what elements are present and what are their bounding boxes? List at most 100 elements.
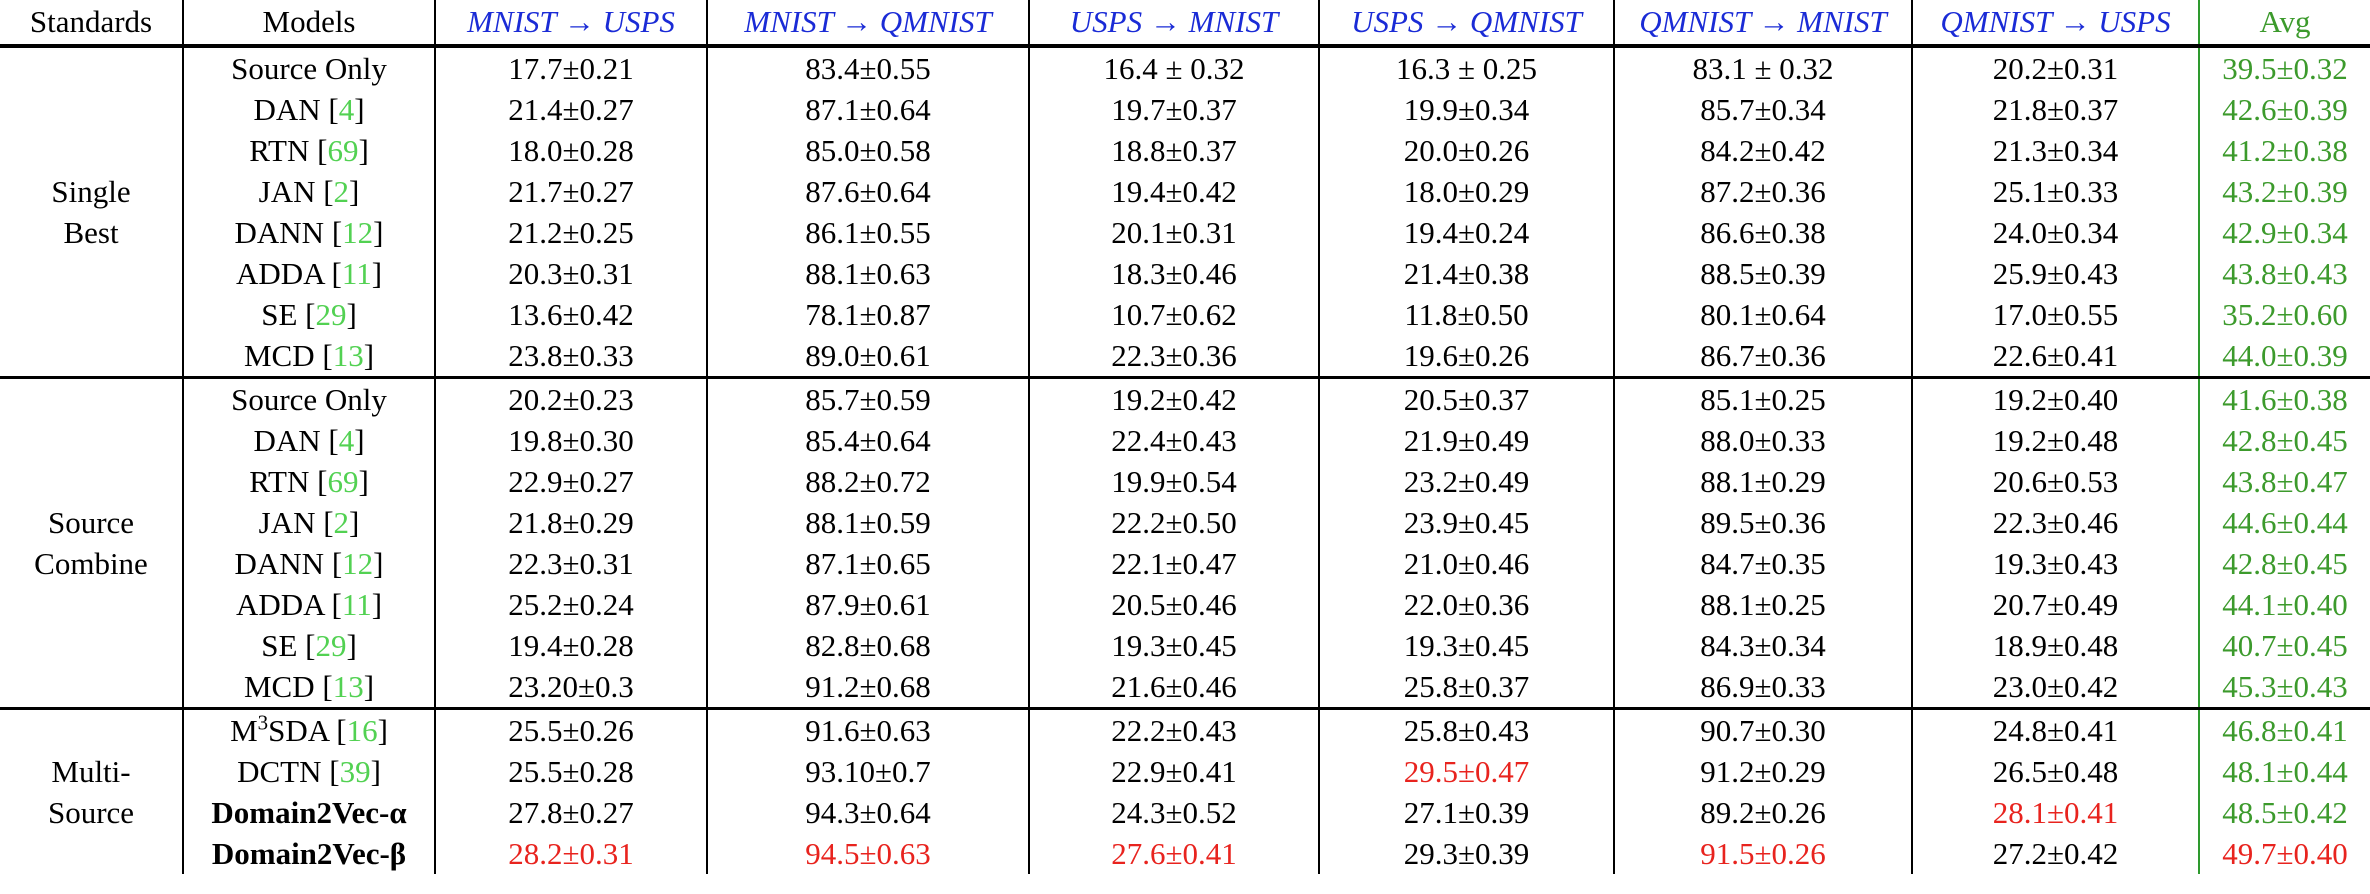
result-cell: 18.3±0.46 — [1028, 253, 1319, 294]
model-name: M3SDA [16] — [182, 708, 435, 751]
result-cell: 27.1±0.39 — [1318, 792, 1614, 833]
model-label: DANN — [234, 546, 325, 581]
header-row: Standards Models MNIST → USPS MNIST → QM… — [0, 0, 2370, 46]
avg-cell: 42.9±0.34 — [2198, 212, 2370, 253]
citation-link[interactable]: 11 — [341, 587, 372, 622]
result-cell: 85.7±0.59 — [706, 377, 1029, 420]
result-cell: 83.4±0.55 — [706, 46, 1029, 89]
citation-link[interactable]: 12 — [342, 215, 374, 250]
table-row: DANN [12] 21.2±0.25 86.1±0.55 20.1±0.31 19.4… — [0, 212, 2370, 253]
citation-link[interactable]: 13 — [332, 669, 364, 704]
model-name: MCD [13] — [182, 666, 435, 709]
result-cell: 22.3±0.36 — [1028, 335, 1319, 378]
standard-label-line: Combine — [34, 546, 148, 581]
avg-cell: 42.8±0.45 — [2198, 543, 2370, 584]
result-cell: 93.10±0.7 — [706, 751, 1029, 792]
citation-link[interactable]: 4 — [338, 92, 355, 127]
result-cell: 20.7±0.49 — [1911, 584, 2199, 625]
result-cell: 21.8±0.37 — [1911, 89, 2199, 130]
result-cell: 89.0±0.61 — [706, 335, 1029, 378]
table-row: Domain2Vec-α 27.8±0.27 94.3±0.64 24.3±0.52 2… — [0, 792, 2370, 833]
table-row: ADDA [11] 25.2±0.24 87.9±0.61 20.5±0.46 22.0… — [0, 584, 2370, 625]
result-cell: 24.3±0.52 — [1028, 792, 1319, 833]
result-cell: 20.1±0.31 — [1028, 212, 1319, 253]
result-cell: 22.6±0.41 — [1911, 335, 2199, 378]
result-cell: 84.3±0.34 — [1613, 625, 1912, 666]
model-name: RTN [69] — [182, 461, 435, 502]
result-cell: 18.0±0.28 — [434, 130, 707, 171]
model-label: SE — [261, 628, 298, 663]
citation-link[interactable]: 39 — [339, 754, 371, 789]
result-cell: 23.8±0.33 — [434, 335, 707, 378]
citation-link[interactable]: 12 — [342, 546, 374, 581]
model-label: DAN — [253, 92, 321, 127]
model-name: Source Only — [182, 377, 435, 420]
result-cell: 19.7±0.37 — [1028, 89, 1319, 130]
table-row: Domain2Vec-β 28.2±0.31 94.5±0.63 27.6±0.41 2… — [0, 833, 2370, 874]
result-cell: 25.1±0.33 — [1911, 171, 2199, 212]
result-cell: 22.9±0.27 — [434, 461, 707, 502]
result-cell: 28.2±0.31 — [434, 833, 707, 874]
avg-header: Avg — [2198, 0, 2370, 46]
model-label: DCTN — [237, 754, 322, 789]
result-cell: 90.7±0.30 — [1613, 708, 1912, 751]
result-cell: 19.3±0.45 — [1028, 625, 1319, 666]
citation-link[interactable]: 29 — [315, 628, 347, 663]
citation-link[interactable]: 2 — [333, 505, 350, 540]
result-cell: 87.2±0.36 — [1613, 171, 1912, 212]
standard-group-label: Source Combine — [0, 378, 183, 709]
standards-header: Standards — [29, 4, 153, 39]
result-cell: 86.7±0.36 — [1613, 335, 1912, 378]
result-cell: 10.7±0.62 — [1028, 294, 1319, 335]
model-name: SE [29] — [182, 294, 435, 335]
result-cell: 88.5±0.39 — [1613, 253, 1912, 294]
result-cell: 25.8±0.37 — [1318, 666, 1614, 709]
citation-link[interactable]: 4 — [338, 423, 355, 458]
model-name: JAN [2] — [182, 171, 435, 212]
result-cell: 19.3±0.43 — [1911, 543, 2199, 584]
model-label: SE — [261, 297, 298, 332]
model-name: JAN [2] — [182, 502, 435, 543]
model-name: Source Only — [182, 46, 435, 89]
citation-link[interactable]: 13 — [332, 338, 364, 373]
citation-link[interactable]: 29 — [315, 297, 347, 332]
table-row: DCTN [39] 25.5±0.28 93.10±0.7 22.9±0.41 29.5… — [0, 751, 2370, 792]
result-cell: 88.1±0.29 — [1613, 461, 1912, 502]
result-cell: 19.2±0.48 — [1911, 420, 2199, 461]
result-cell: 24.0±0.34 — [1911, 212, 2199, 253]
result-cell: 22.2±0.43 — [1028, 708, 1319, 751]
result-cell: 89.2±0.26 — [1613, 792, 1912, 833]
citation-link[interactable]: 69 — [327, 464, 359, 499]
avg-cell: 43.8±0.43 — [2198, 253, 2370, 294]
result-cell: 25.5±0.26 — [434, 708, 707, 751]
result-cell: 11.8±0.50 — [1318, 294, 1614, 335]
avg-cell: 41.6±0.38 — [2198, 377, 2370, 420]
result-cell: 28.1±0.41 — [1911, 792, 2199, 833]
result-cell: 86.1±0.55 — [706, 212, 1029, 253]
result-cell: 17.0±0.55 — [1911, 294, 2199, 335]
result-cell: 87.1±0.64 — [706, 89, 1029, 130]
result-cell: 88.2±0.72 — [706, 461, 1029, 502]
model-name: DAN [4] — [182, 89, 435, 130]
standard-label-line: Multi- — [51, 754, 131, 789]
citation-link[interactable]: 11 — [341, 256, 372, 291]
result-cell: 85.7±0.34 — [1613, 89, 1912, 130]
avg-cell: 40.7±0.45 — [2198, 625, 2370, 666]
table-row: MCD [13] 23.8±0.33 89.0±0.61 22.3±0.36 19.6±… — [0, 335, 2370, 378]
result-cell: 88.1±0.59 — [706, 502, 1029, 543]
result-cell: 22.4±0.43 — [1028, 420, 1319, 461]
table-row: RTN [69] 22.9±0.27 88.2±0.72 19.9±0.54 23.2±… — [0, 461, 2370, 502]
result-cell: 85.1±0.25 — [1613, 377, 1912, 420]
result-cell: 23.2±0.49 — [1318, 461, 1614, 502]
result-cell: 18.9±0.48 — [1911, 625, 2199, 666]
avg-cell: 48.5±0.42 — [2198, 792, 2370, 833]
table-row: DANN [12] 22.3±0.31 87.1±0.65 22.1±0.47 21.0… — [0, 543, 2370, 584]
citation-link[interactable]: 16 — [346, 713, 378, 748]
citation-link[interactable]: 2 — [333, 174, 350, 209]
citation-link[interactable]: 69 — [327, 133, 359, 168]
model-name: ADDA [11] — [182, 584, 435, 625]
result-cell: 19.4±0.24 — [1318, 212, 1614, 253]
task-header-mnist-qmnist: MNIST → QMNIST — [706, 0, 1029, 46]
model-label: Source Only — [231, 51, 387, 86]
task-header-usps-mnist: USPS → MNIST — [1028, 0, 1319, 46]
